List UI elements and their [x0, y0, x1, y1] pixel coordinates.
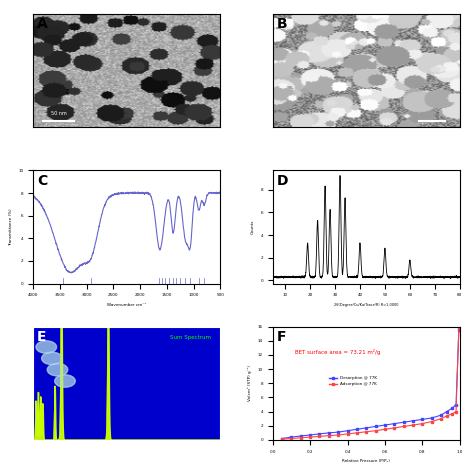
Text: Sum Spectrum: Sum Spectrum [170, 335, 211, 340]
X-axis label: Relative Pressure (P/P₀): Relative Pressure (P/P₀) [342, 459, 390, 463]
Text: Full Scale 19784 cts Cursor: 0.000: Full Scale 19784 cts Cursor: 0.000 [35, 452, 96, 456]
Text: 50 nm: 50 nm [51, 111, 66, 116]
Circle shape [36, 341, 56, 353]
Text: BET surface area = 73.21 m²/g: BET surface area = 73.21 m²/g [295, 349, 381, 355]
Text: D: D [276, 174, 288, 188]
Circle shape [42, 352, 62, 365]
Text: F: F [276, 330, 286, 344]
Text: E: E [37, 330, 46, 344]
X-axis label: 2θ(Degree/Cu/Ka/Trace/R) R=1.0000: 2θ(Degree/Cu/Ka/Trace/R) R=1.0000 [334, 303, 399, 307]
X-axis label: Wavenumber cm⁻¹: Wavenumber cm⁻¹ [107, 303, 146, 307]
Text: C: C [37, 174, 47, 188]
Y-axis label: Transmittance (%): Transmittance (%) [9, 208, 13, 246]
Text: B: B [276, 17, 287, 31]
Legend: Desorption @ 77K, Adsorption @ 77K: Desorption @ 77K, Adsorption @ 77K [327, 374, 379, 388]
Circle shape [55, 375, 75, 387]
Circle shape [47, 364, 68, 376]
Y-axis label: Counts: Counts [251, 220, 255, 234]
X-axis label: keV: keV [123, 459, 130, 463]
Y-axis label: Va(cm³ (STP) g⁻¹): Va(cm³ (STP) g⁻¹) [247, 366, 252, 401]
Text: A: A [37, 17, 48, 31]
